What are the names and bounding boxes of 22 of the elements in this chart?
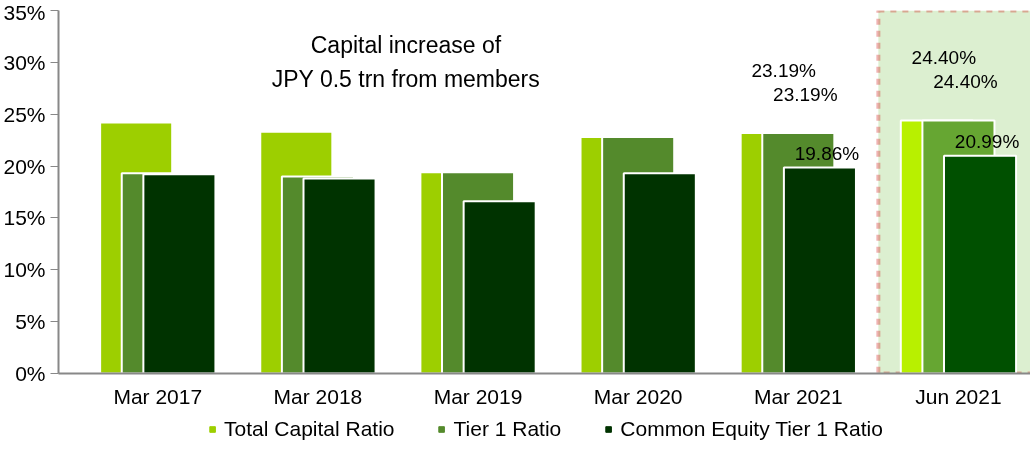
legend-label: Common Equity Tier 1 Ratio bbox=[620, 417, 883, 441]
data-label: 24.40% bbox=[911, 47, 977, 69]
legend-label: Total Capital Ratio bbox=[224, 417, 395, 441]
y-tick-label: 10% bbox=[3, 258, 46, 282]
y-tick-label: 25% bbox=[3, 102, 46, 126]
x-tick-label: Mar 2019 bbox=[433, 384, 523, 408]
x-tick-label: Mar 2018 bbox=[273, 384, 363, 408]
x-tick-label: Mar 2017 bbox=[113, 384, 203, 408]
y-tick-label: 20% bbox=[3, 154, 46, 178]
y-tick-label: 15% bbox=[3, 206, 46, 230]
annotation: Capital increase of JPY 0.5 trn from members bbox=[271, 32, 540, 93]
y-tick-label: 35% bbox=[3, 0, 46, 24]
x-tick-label: Mar 2021 bbox=[753, 384, 843, 408]
x-tick-label: Jun 2021 bbox=[915, 384, 1002, 408]
x-tick-label: Mar 2020 bbox=[593, 384, 683, 408]
y-tick-label: 5% bbox=[15, 310, 46, 334]
data-label: 24.40% bbox=[933, 71, 998, 93]
y-tick-label: 0% bbox=[15, 362, 46, 385]
legend-label: Tier 1 Ratio bbox=[453, 417, 562, 441]
data-label: 23.19% bbox=[751, 59, 817, 81]
data-label: 23.19% bbox=[773, 83, 838, 105]
y-tick-label: 30% bbox=[3, 50, 46, 74]
